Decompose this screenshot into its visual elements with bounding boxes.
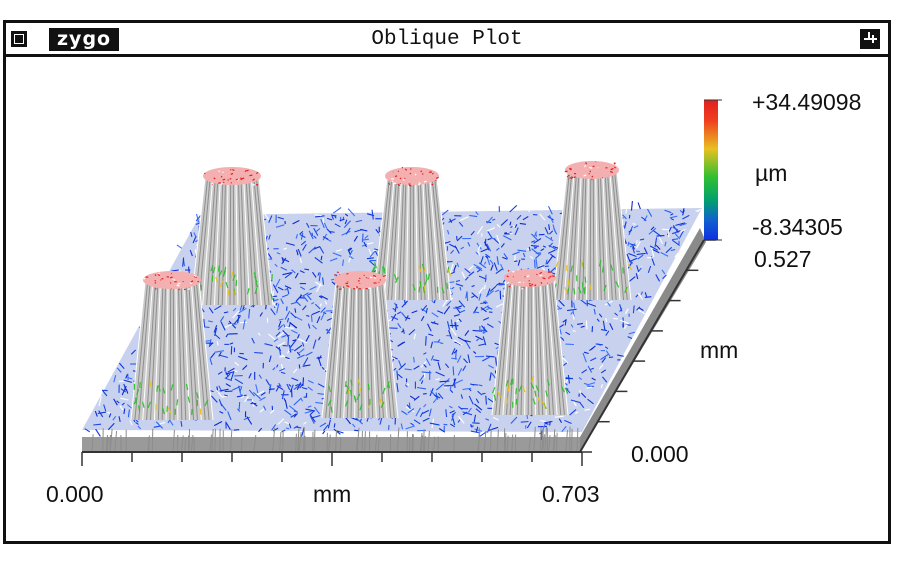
y-axis-unit-label: mm: [700, 337, 738, 363]
pin-icon[interactable]: [860, 29, 880, 49]
pillar-3: [552, 161, 633, 301]
x-axis-unit-label: mm: [313, 481, 351, 507]
y-axis-max-label: 0.527: [754, 246, 812, 272]
base-side-wall: [580, 228, 706, 452]
pillar-group: [130, 161, 633, 421]
close-box-icon[interactable]: [11, 31, 27, 47]
color-scale-bar: [704, 100, 718, 240]
x-axis-max-label: 0.703: [542, 481, 600, 507]
y-axis-min-label: 0.000: [631, 441, 689, 467]
zygo-logo: zygo: [49, 28, 120, 51]
pillar-5: [321, 271, 399, 419]
pillar-4: [130, 271, 214, 421]
pillar-1: [190, 167, 274, 306]
base-front-edge: [82, 437, 580, 452]
pillar-6: [491, 269, 569, 416]
colorbar-min-label: -8.34305: [752, 214, 843, 240]
colorbar-unit-label: µm: [755, 160, 787, 186]
x-axis-ticks: [81, 452, 583, 466]
pillar-2: [371, 166, 452, 301]
y-axis-line: [579, 239, 705, 453]
x-axis-min-label: 0.000: [46, 481, 104, 507]
title-bar: zygo Oblique Plot: [6, 23, 888, 57]
colorbar-max-label: +34.49098: [752, 89, 861, 115]
